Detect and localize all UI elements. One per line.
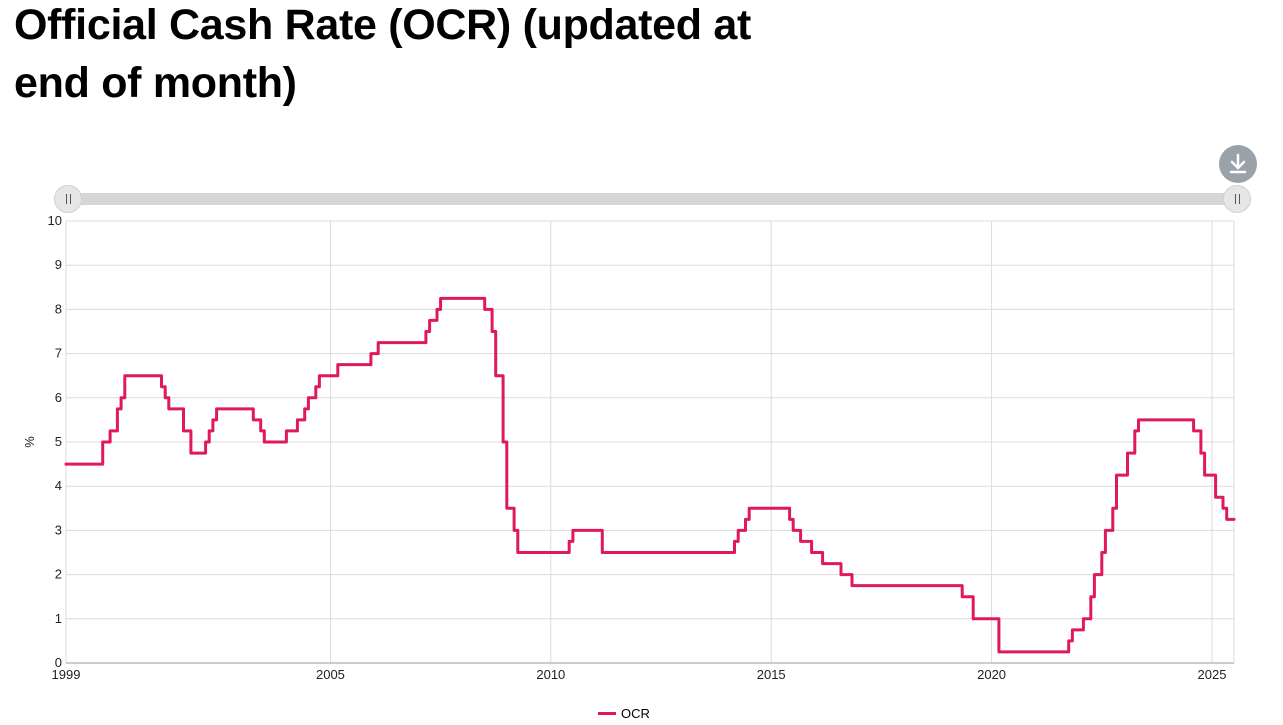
y-tick-label: 0 (55, 655, 62, 670)
y-tick-label: 1 (55, 611, 62, 626)
legend-label: OCR (621, 706, 650, 721)
x-tick-label: 1999 (52, 667, 81, 682)
y-tick-label: 6 (55, 390, 62, 405)
page-title: Official Cash Rate (OCR) (updated at end… (14, 1, 751, 107)
x-tick-label: 2025 (1198, 667, 1227, 682)
series-line-ocr (64, 296, 1236, 654)
y-tick-label: 3 (55, 522, 62, 537)
chart-grid (65, 220, 1235, 664)
range-slider-start-handle[interactable] (54, 185, 82, 213)
y-tick-label: 5 (55, 434, 62, 449)
range-slider-end-handle[interactable] (1223, 185, 1251, 213)
legend-item-ocr[interactable]: OCR (598, 706, 650, 721)
x-axis-ticks: 1999 2005 2010 2015 2020 2025 (52, 667, 1227, 682)
y-tick-label: 7 (55, 346, 62, 361)
y-tick-label: 8 (55, 301, 62, 316)
y-tick-label: 9 (55, 257, 62, 272)
ocr-line-chart: 0 1 2 3 4 5 6 7 8 9 10 1999 2005 2010 2015 2020 2025 % (22, 213, 1236, 682)
range-slider-track[interactable] (60, 193, 1240, 205)
chart-series (64, 296, 1236, 654)
download-arrow-icon (1229, 153, 1247, 174)
x-tick-label: 2020 (977, 667, 1006, 682)
y-axis-label: % (22, 436, 37, 448)
legend-swatch (598, 712, 616, 715)
x-tick-label: 2015 (757, 667, 786, 682)
y-tick-label: 10 (48, 213, 62, 228)
x-tick-label: 2010 (536, 667, 565, 682)
y-tick-label: 4 (55, 478, 62, 493)
x-tick-label: 2005 (316, 667, 345, 682)
download-button[interactable] (1219, 145, 1257, 183)
y-axis-ticks: 0 1 2 3 4 5 6 7 8 9 10 (48, 213, 62, 670)
y-tick-label: 2 (55, 567, 62, 582)
